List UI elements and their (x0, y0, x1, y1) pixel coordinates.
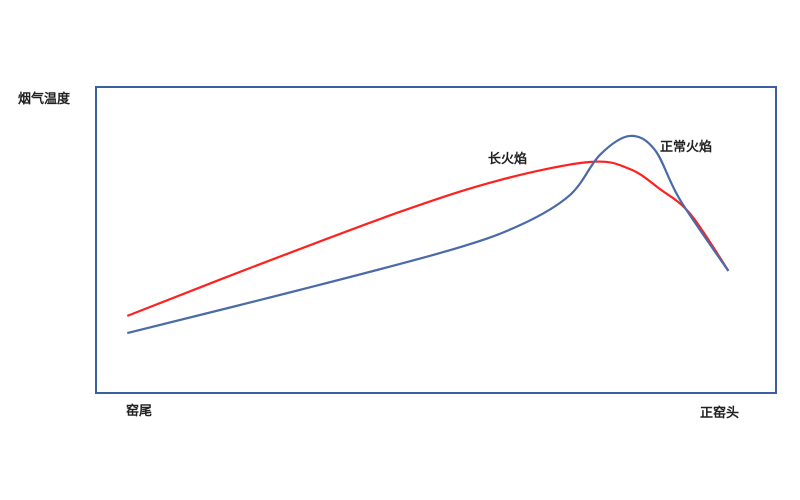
series-label-normal-flame: 正常火焰 (660, 139, 712, 155)
series-label-long-flame: 长火焰 (488, 151, 527, 167)
y-axis-label: 烟气温度 (18, 91, 71, 107)
series-line-normal-flame (127, 134, 730, 335)
series-line-long-flame (126, 160, 730, 317)
x-end-label: 正窑头 (700, 405, 739, 421)
plot-frame (95, 86, 777, 394)
x-start-label: 窑尾 (126, 403, 152, 419)
